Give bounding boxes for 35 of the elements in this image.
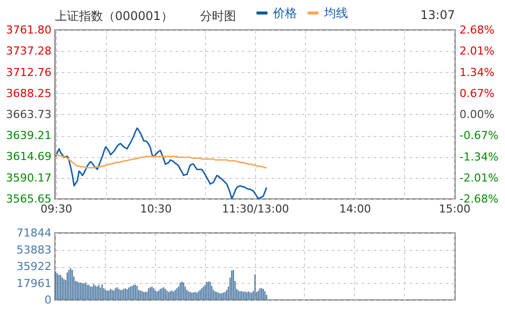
y-tick-label: 0 [44,294,52,306]
y-tick-label: 35922 [16,260,52,273]
y2-tick-label: 0.67% [460,86,494,100]
chart-title: 上证指数（000001） [55,8,173,25]
legend-label: 均线 [323,6,348,20]
y-tick-label: 3688.25 [6,86,52,100]
x-tick-label: 15:00 [438,202,471,216]
y2-tick-label: -1.34% [460,150,498,164]
y-tick-label: 3663.73 [6,108,52,121]
y2-tick-label: -2.01% [460,171,498,184]
y-tick-label: 3712.76 [6,66,52,79]
chart-subtitle: 分时图 [200,8,236,25]
y2-tick-label: 1.34% [460,66,494,79]
legend-label: 价格 [272,6,297,20]
x-tick-label: 14:00 [339,202,371,216]
y-tick-label: 3639.21 [6,129,52,142]
x-tick-label: 10:30 [140,202,172,216]
y-tick-label: 17961 [16,276,52,290]
y2-tick-label: 2.01% [460,44,494,58]
y-tick-label: 3737.28 [6,44,52,58]
text: 13:07 [420,8,455,22]
y-tick-label: 53883 [16,243,52,256]
line-series [55,127,268,200]
y2-tick-label: 2.68% [460,24,494,36]
y2-tick-label: 0.00% [460,108,494,121]
y-tick-label: 3614.69 [6,150,52,164]
y-tick-label: 3565.65 [6,192,52,206]
x-tick-label: 11:30/13:00 [222,202,290,216]
x-tick-label: 09:30 [40,202,72,216]
y2-tick-label: -2.68% [460,192,498,206]
y-tick-label: 3761.80 [6,24,52,36]
y-tick-label: 71844 [16,226,52,240]
y2-tick-label: -0.67% [460,129,498,142]
y-tick-label: 3590.17 [6,171,52,184]
line-series [55,154,268,168]
